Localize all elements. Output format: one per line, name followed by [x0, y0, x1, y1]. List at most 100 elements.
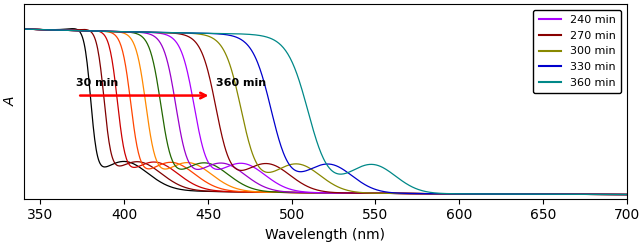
Text: 360 min: 360 min — [216, 77, 267, 88]
120 min — [20, 28, 28, 31]
150 min — [57, 29, 64, 32]
330 min — [386, 191, 393, 194]
150 min — [404, 192, 412, 195]
90 min — [57, 29, 64, 32]
270 min — [404, 192, 412, 195]
Line: 150 min: 150 min — [24, 29, 627, 195]
240 min — [57, 29, 64, 32]
Line: 300 min: 300 min — [24, 29, 627, 195]
30 min — [371, 192, 379, 195]
150 min — [477, 192, 485, 195]
300 min — [386, 192, 393, 195]
210 min — [539, 193, 547, 196]
60 min — [386, 192, 393, 195]
Line: 270 min: 270 min — [24, 29, 627, 195]
300 min — [623, 193, 630, 196]
210 min — [370, 192, 378, 195]
60 min — [404, 192, 412, 195]
180 min — [386, 192, 393, 195]
30 min — [540, 193, 547, 196]
300 min — [404, 192, 412, 195]
360 min — [623, 193, 630, 196]
270 min — [370, 192, 378, 195]
60 min — [20, 28, 28, 31]
180 min — [623, 193, 630, 196]
30 min — [20, 28, 28, 31]
330 min — [370, 187, 378, 190]
210 min — [20, 28, 28, 31]
30 min — [623, 193, 630, 196]
240 min — [386, 192, 393, 195]
360 min — [404, 183, 412, 186]
Line: 210 min: 210 min — [24, 29, 627, 195]
150 min — [623, 193, 630, 196]
330 min — [539, 193, 547, 196]
180 min — [539, 193, 547, 196]
120 min — [404, 192, 412, 195]
120 min — [539, 193, 547, 196]
300 min — [20, 28, 28, 31]
180 min — [20, 28, 28, 31]
Line: 30 min: 30 min — [24, 29, 627, 195]
60 min — [539, 193, 547, 196]
90 min — [477, 192, 485, 195]
330 min — [404, 192, 412, 195]
210 min — [623, 193, 630, 196]
30 min — [404, 192, 412, 195]
360 min — [477, 192, 485, 195]
120 min — [370, 192, 378, 195]
Y-axis label: A: A — [4, 97, 18, 106]
240 min — [404, 192, 412, 195]
90 min — [539, 193, 547, 196]
180 min — [370, 192, 378, 195]
300 min — [370, 192, 378, 195]
270 min — [539, 193, 547, 196]
240 min — [370, 192, 378, 195]
210 min — [57, 29, 64, 32]
150 min — [386, 192, 393, 195]
180 min — [477, 192, 485, 195]
360 min — [57, 29, 64, 32]
60 min — [57, 29, 64, 31]
30 min — [478, 192, 486, 195]
360 min — [386, 170, 393, 173]
120 min — [57, 29, 64, 32]
90 min — [404, 192, 412, 195]
120 min — [623, 193, 630, 196]
210 min — [386, 192, 393, 195]
150 min — [539, 193, 547, 196]
Line: 180 min: 180 min — [24, 29, 627, 195]
90 min — [370, 192, 378, 195]
330 min — [477, 192, 485, 195]
Line: 330 min: 330 min — [24, 29, 627, 195]
240 min — [623, 193, 630, 196]
Line: 360 min: 360 min — [24, 29, 627, 195]
240 min — [477, 192, 485, 195]
150 min — [370, 192, 378, 195]
300 min — [57, 29, 64, 32]
210 min — [404, 192, 412, 195]
60 min — [370, 192, 378, 195]
270 min — [477, 192, 485, 195]
Line: 60 min: 60 min — [24, 29, 627, 195]
360 min — [20, 28, 28, 31]
X-axis label: Wavelength (nm): Wavelength (nm) — [265, 228, 385, 242]
300 min — [539, 193, 547, 196]
330 min — [20, 28, 28, 31]
Line: 120 min: 120 min — [24, 29, 627, 195]
180 min — [57, 29, 64, 32]
60 min — [477, 192, 485, 195]
360 min — [370, 163, 378, 166]
90 min — [20, 28, 28, 31]
270 min — [20, 28, 28, 31]
30 min — [57, 28, 64, 31]
90 min — [386, 192, 393, 195]
360 min — [539, 193, 547, 196]
60 min — [623, 193, 630, 196]
Line: 240 min: 240 min — [24, 29, 627, 195]
270 min — [386, 192, 393, 195]
Line: 90 min: 90 min — [24, 29, 627, 195]
330 min — [57, 29, 64, 32]
30 min — [69, 27, 77, 30]
Text: 30 min: 30 min — [75, 77, 118, 88]
